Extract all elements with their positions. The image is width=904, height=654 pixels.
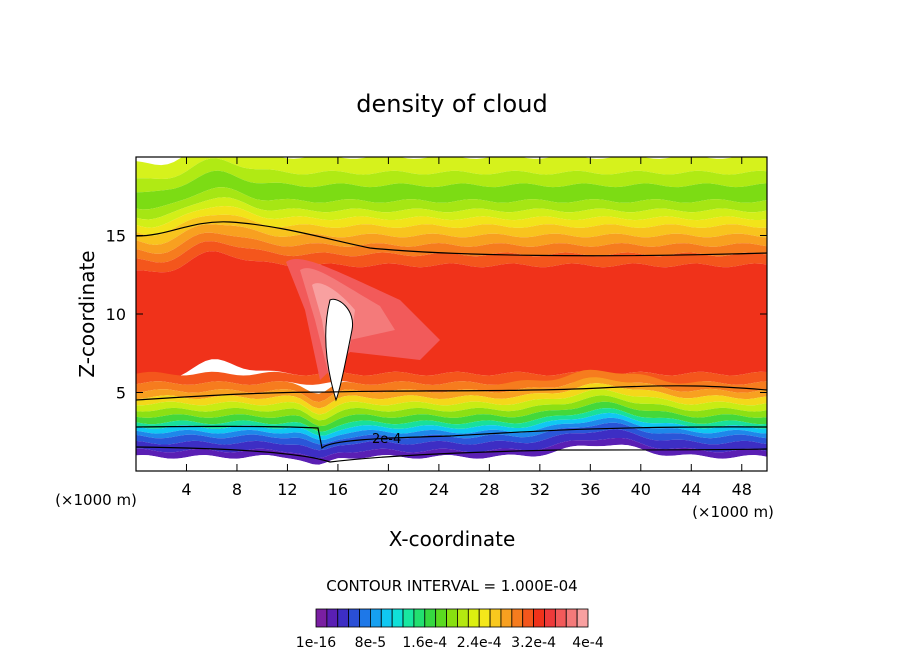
density-band — [136, 224, 767, 254]
density-band — [136, 206, 767, 236]
x-tick-label: 4 — [181, 480, 191, 499]
y-axis-label: Z-coordinate — [75, 250, 99, 377]
colorbar-swatch — [369, 608, 382, 628]
density-band — [136, 422, 767, 451]
density-band — [136, 444, 767, 471]
contour-interval-label: CONTOUR INTERVAL = 1.000E-04 — [326, 577, 577, 595]
x-unit-label-right: (×1000 m) — [692, 503, 774, 521]
colorbar-swatch — [326, 608, 339, 628]
density-band — [136, 214, 767, 245]
cloud-density-field: 2e-4 — [136, 157, 767, 471]
colorbar-swatch — [544, 608, 556, 628]
density-band — [136, 429, 767, 459]
colorbar-swatch — [478, 608, 491, 628]
density-band — [136, 170, 767, 210]
colorbar-swatch — [489, 608, 502, 628]
colorbar-swatch — [413, 608, 426, 628]
colorbar-swatch — [457, 608, 469, 628]
x-axis-ticks: 4 8 12 16 20 24 28 32 36 40 44 48 — [181, 157, 752, 499]
y-axis-ticks: 5 10 15 — [106, 227, 767, 403]
x-tick-label: 28 — [479, 480, 499, 499]
colorbar-label: 3.2e-4 — [511, 635, 556, 651]
x-tick-label: 16 — [328, 480, 348, 499]
colorbar-swatch — [511, 608, 524, 628]
colorbar-swatch — [500, 608, 513, 628]
x-tick-label: 40 — [631, 480, 651, 499]
colorbar-swatch — [565, 608, 578, 628]
colorbar-swatch — [391, 608, 404, 628]
x-tick-label: 24 — [429, 480, 449, 499]
colorbar-swatch — [576, 608, 589, 628]
x-axis-label: X-coordinate — [389, 527, 516, 551]
colorbar-swatch — [424, 608, 437, 628]
contour-line — [136, 385, 767, 401]
y-tick-label: 10 — [106, 305, 126, 324]
density-band — [136, 187, 767, 220]
x-tick-label: 48 — [732, 480, 752, 499]
contour-label: 2e-4 — [372, 432, 401, 447]
colorbar-swatch — [467, 608, 480, 628]
density-band — [136, 158, 767, 193]
colorbar-label: 2.4e-4 — [457, 635, 502, 651]
y-tick-label: 5 — [116, 384, 126, 403]
colorbar-label: 8e-5 — [355, 635, 386, 651]
density-band — [136, 438, 767, 465]
x-tick-label: 20 — [378, 480, 398, 499]
colorbar-label: 1e-16 — [296, 635, 336, 651]
colorbar-swatch — [359, 608, 371, 628]
colorbar-label: 1.6e-4 — [402, 635, 447, 651]
colorbar-swatch — [435, 608, 447, 628]
colorbar-swatch — [522, 608, 534, 628]
colorbar-swatch — [533, 608, 545, 628]
x-tick-label: 32 — [530, 480, 550, 499]
colorbar-labels: 1e-16 8e-5 1.6e-4 2.4e-4 3.2e-4 4e-4 — [296, 635, 604, 651]
x-tick-label: 8 — [232, 480, 242, 499]
colorbar-swatch — [380, 608, 393, 628]
density-band — [136, 157, 767, 179]
colorbar — [315, 608, 589, 628]
contour-line — [136, 425, 767, 450]
colorbar-swatch — [315, 608, 328, 628]
colorbar-swatch — [348, 608, 360, 628]
x-unit-label-left: (×1000 m) — [55, 491, 137, 509]
density-band — [136, 369, 767, 403]
x-tick-label: 44 — [681, 480, 701, 499]
density-band — [136, 232, 767, 263]
density-band — [136, 401, 767, 432]
chart-title: density of cloud — [356, 90, 547, 118]
density-band — [136, 251, 767, 380]
colorbar-swatch — [337, 608, 350, 628]
colorbar-swatch — [402, 608, 415, 628]
density-band — [136, 383, 767, 415]
x-tick-label: 12 — [277, 480, 297, 499]
contour-line — [136, 446, 767, 463]
density-band — [136, 417, 767, 445]
colorbar-swatch — [554, 608, 567, 628]
density-core — [325, 298, 354, 402]
colorbar-label: 4e-4 — [572, 635, 604, 651]
density-band — [136, 377, 767, 409]
y-tick-label: 15 — [106, 227, 126, 246]
colorbar-swatch — [446, 608, 458, 628]
density-band — [136, 197, 767, 228]
contour-line — [136, 221, 767, 257]
x-tick-label: 36 — [580, 480, 600, 499]
